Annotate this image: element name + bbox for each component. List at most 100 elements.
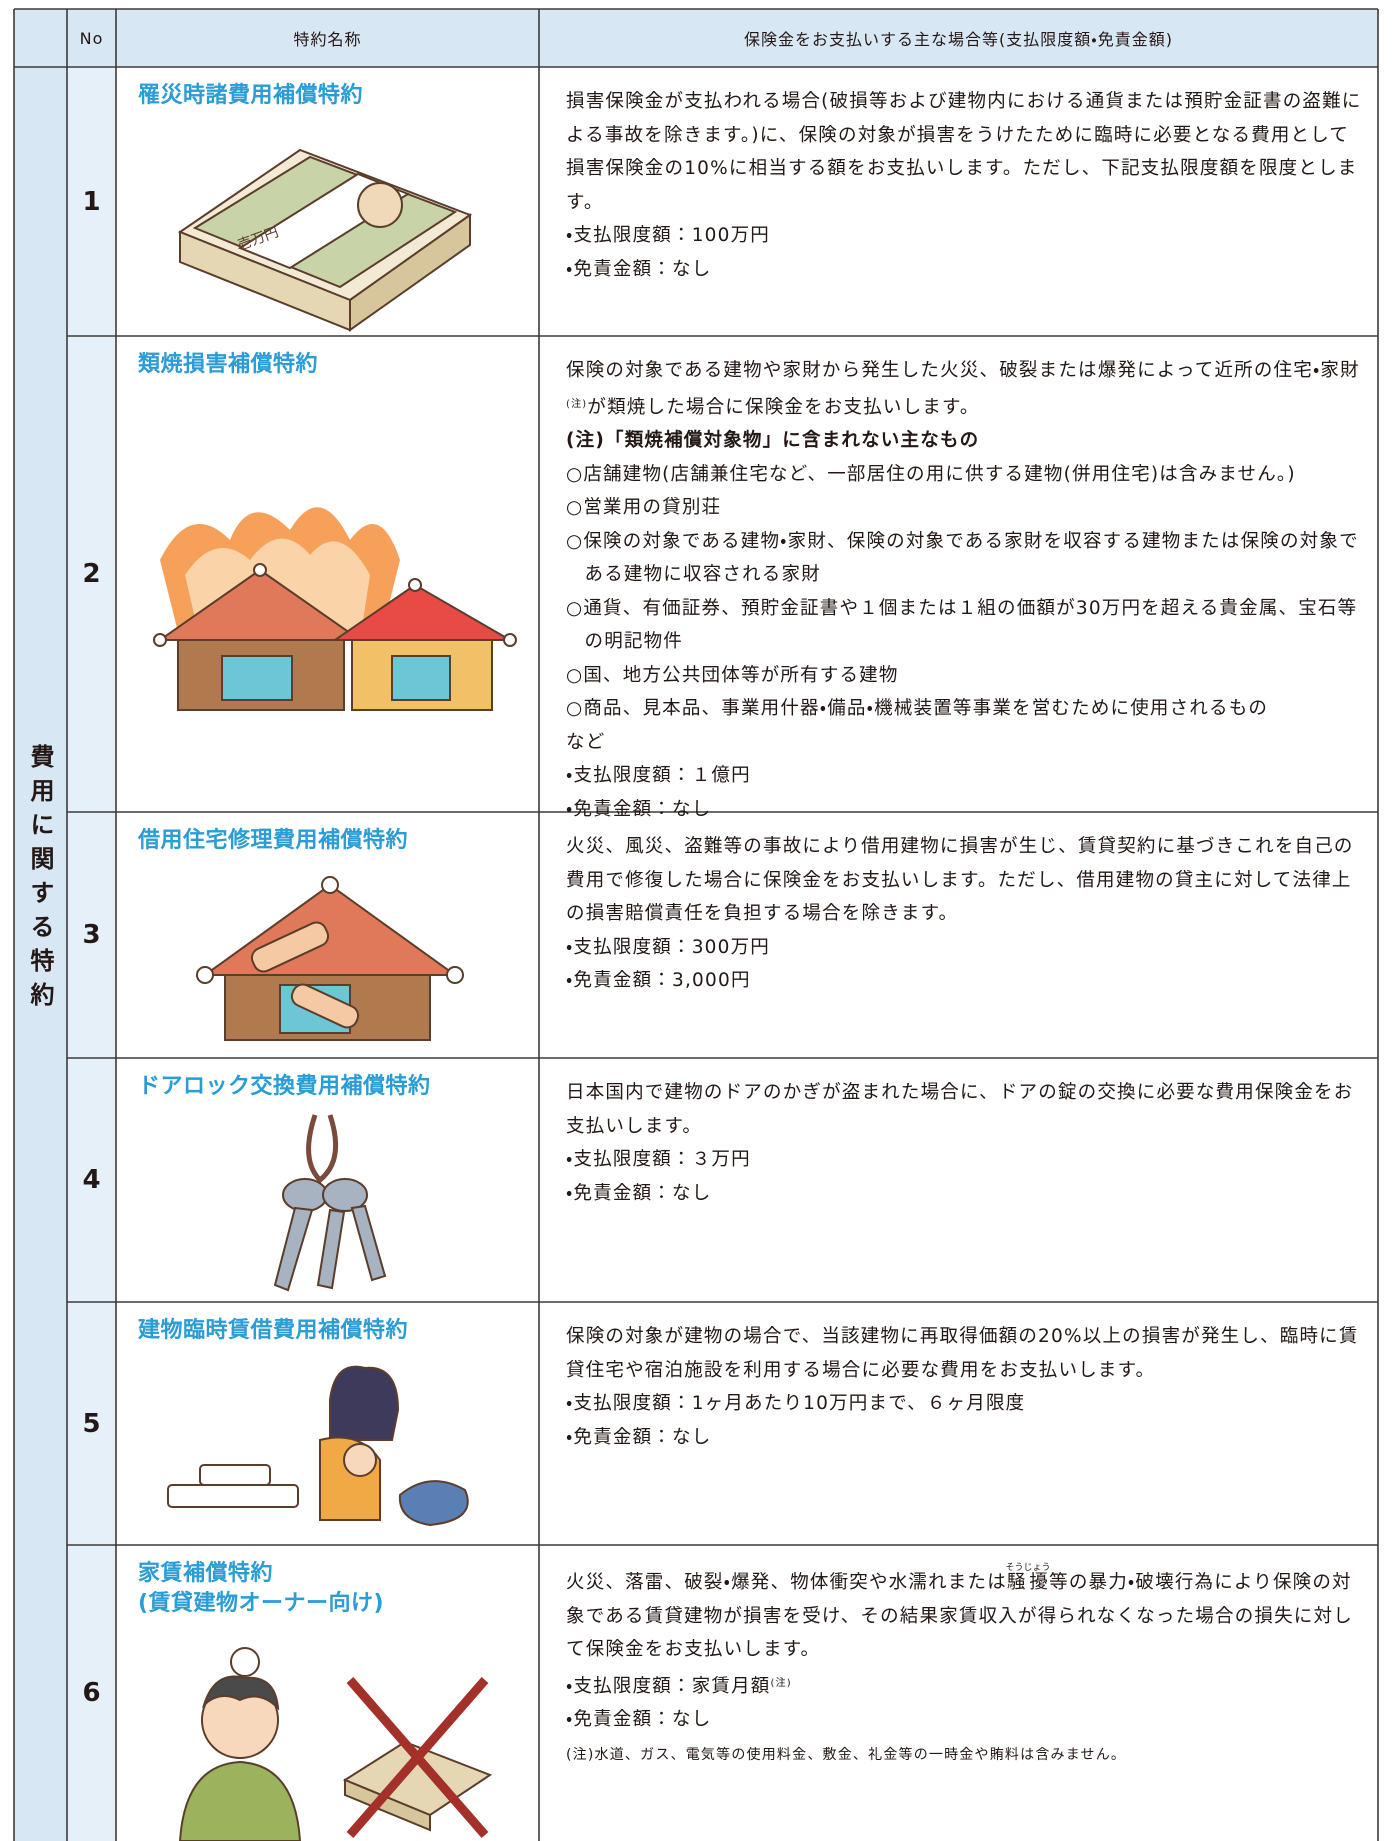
text: ・支払限度額：1ヶ月あたり10万円まで、６ヶ月限度 xyxy=(566,1393,1026,1414)
rider-name-line: ドアロック交換費用補償特約 xyxy=(138,1074,431,1099)
description-line: ○店舗建物(店舗兼住宅など、一部居住の用に供する建物(併用住宅)は含みません。) xyxy=(566,458,1366,492)
text: 日本国内で建物のドアのかぎが盗まれた場合に、ドアの錠の交換に必要な費用保険金をお… xyxy=(566,1082,1354,1137)
header-bg xyxy=(14,9,1378,67)
note-mark: (注) xyxy=(770,1677,792,1689)
rider-description: 火災、風災、盗難等の事故により借用建物に損害が生じ、賃貸契約に基づきこれを自己の… xyxy=(566,830,1366,998)
text: 保険の対象が建物の場合で、当該建物に再取得価額の20%以上の損害が発生し、臨時に… xyxy=(566,1326,1359,1381)
text: 保険の対象である建物や家財から発生した火災、破裂または爆発によって近所の住宅・家… xyxy=(566,360,1360,381)
note-mark: (注) xyxy=(566,398,588,410)
rider-name: 建物臨時賃借費用補償特約 xyxy=(138,1316,528,1346)
description-line: (注)水道、ガス、電気等の使用料金、敷金、礼金等の一時金や賄料は含みません。 xyxy=(566,1737,1366,1773)
description-line: ○商品、見本品、事業用什器・備品・機械装置等事業を営むために使用されるもの xyxy=(566,692,1366,726)
rider-name-line: 借用住宅修理費用補償特約 xyxy=(138,828,409,853)
bold-text: (注)「類焼補償対象物」に含まれない主なもの xyxy=(566,430,980,451)
text: ・支払限度額：１億円 xyxy=(566,765,751,786)
rider-name-line: (賃貸建物オーナー向け) xyxy=(138,1591,385,1616)
list-item: ○通貨、有価証券、預貯金証書や１個または１組の価額が30万円を超える貴金属、宝石… xyxy=(566,597,1358,653)
rider-description: 日本国内で建物のドアのかぎが盗まれた場合に、ドアの錠の交換に必要な費用保険金をお… xyxy=(566,1076,1366,1210)
description-line: 火災、風災、盗難等の事故により借用建物に損害が生じ、賃貸契約に基づきこれを自己の… xyxy=(566,830,1366,931)
description-line: ・支払限度額：300万円 xyxy=(566,931,1366,965)
row-number: 5 xyxy=(82,1408,101,1439)
text: ・免責金額：なし xyxy=(566,1426,712,1448)
description-line: など xyxy=(566,726,1366,760)
description-line: ・免責金額：なし xyxy=(566,1177,1366,1211)
list-item: ○国、地方公共団体等が所有する建物 xyxy=(566,664,899,686)
description-line: ○保険の対象である建物・家財、保険の対象である家財を収容する建物または保険の対象… xyxy=(566,525,1366,592)
text: 等の暴力・破壊行為により保険の対象である賃貸建物が損害を受け、その結果家賃収入が… xyxy=(566,1572,1353,1660)
description-line: ・支払限度額：１億円 xyxy=(566,759,1366,793)
rider-description: 損害保険金が支払われる場合(破損等および建物内における通貨または預貯金証書の盗難… xyxy=(566,85,1366,286)
rider-description: 保険の対象である建物や家財から発生した火災、破裂または爆発によって近所の住宅・家… xyxy=(566,354,1366,826)
description-line: ・支払限度額：100万円 xyxy=(566,219,1366,253)
header-name: 特約名称 xyxy=(293,30,362,49)
bandaged-house-illustration xyxy=(196,876,464,1041)
text: ・支払限度額：家賃月額 xyxy=(566,1675,771,1697)
text: ・免責金額：なし xyxy=(566,258,712,280)
text: ・免責金額：3,000円 xyxy=(566,970,751,991)
rider-name-line: 建物臨時賃借費用補償特約 xyxy=(138,1318,409,1343)
rider-name: 罹災時諸費用補償特約 xyxy=(138,81,528,111)
table-lines xyxy=(13,8,1379,1841)
rider-name: 類焼損害補償特約 xyxy=(138,350,528,380)
category-label: 費用に関する特約 xyxy=(26,744,54,1016)
row-number: 1 xyxy=(82,186,101,217)
fire-houses-illustration xyxy=(153,507,517,711)
description-line: ・免責金額：なし xyxy=(566,1421,1366,1455)
rider-description: 火災、落雷、破裂・爆発、物体衝突や水濡れまたは騒擾そうじょう等の暴力・破壊行為に… xyxy=(566,1563,1366,1772)
description-line: ・支払限度額：３万円 xyxy=(566,1143,1366,1177)
description-line: ○国、地方公共団体等が所有する建物 xyxy=(566,659,1366,693)
description-line: ・支払限度額：1ヶ月あたり10万円まで、６ヶ月限度 xyxy=(566,1387,1366,1421)
text: 火災、落雷、破裂・爆発、物体衝突や水濡れまたは xyxy=(566,1572,1007,1593)
rider-name: ドアロック交換費用補償特約 xyxy=(138,1072,528,1102)
rider-name: 借用住宅修理費用補償特約 xyxy=(138,826,528,856)
row-number: 4 xyxy=(82,1165,101,1195)
description-line: 火災、落雷、破裂・爆発、物体衝突や水濡れまたは騒擾そうじょう等の暴力・破壊行為に… xyxy=(566,1563,1366,1667)
description-line: ○通貨、有価証券、預貯金証書や１個または１組の価額が30万円を超える貴金属、宝石… xyxy=(566,592,1366,659)
ruby-reading: そうじょう xyxy=(1005,1563,1051,1573)
rider-name: 家賃補償特約 (賃貸建物オーナー向け) xyxy=(138,1559,528,1619)
row-number: 3 xyxy=(82,920,101,950)
text: ・支払限度額：３万円 xyxy=(566,1149,751,1170)
rider-description: 保険の対象が建物の場合で、当該建物に再取得価額の20%以上の損害が発生し、臨時に… xyxy=(566,1320,1366,1454)
text: ・免責金額：なし xyxy=(566,1182,712,1204)
description-line: ・免責金額：なし xyxy=(566,253,1366,287)
category-bg xyxy=(14,67,67,1841)
rider-name-line: 家賃補償特約 xyxy=(138,1561,274,1586)
ruby-text: 騒擾そうじょう xyxy=(1005,1563,1051,1593)
text: ・支払限度額：100万円 xyxy=(566,225,771,246)
description-line: 保険の対象が建物の場合で、当該建物に再取得価額の20%以上の損害が発生し、臨時に… xyxy=(566,1320,1366,1387)
description-line: ・免責金額：なし xyxy=(566,1703,1366,1737)
description-line: ・支払限度額：家賃月額(注) xyxy=(566,1667,1366,1704)
girl-illustration xyxy=(167,1365,469,1527)
rent-illustration xyxy=(178,1647,493,1841)
footnote: (注)水道、ガス、電気等の使用料金、敷金、礼金等の一時金や賄料は含みません。 xyxy=(566,1746,1127,1763)
rider-name-line: 罹災時諸費用補償特約 xyxy=(138,83,364,108)
list-item: ○営業用の貸別荘 xyxy=(566,497,722,518)
header-description: 保険金をお支払いする主な場合等(支払限度額・免責金額) xyxy=(744,30,1173,49)
ruby-base: 騒擾 xyxy=(1005,1572,1051,1593)
text: 損害保険金が支払われる場合(破損等および建物内における通貨または預貯金証書の盗難… xyxy=(566,91,1362,213)
description-line: 損害保険金が支払われる場合(破損等および建物内における通貨または預貯金証書の盗難… xyxy=(566,85,1366,219)
description-line: (注)「類焼補償対象物」に含まれない主なもの xyxy=(566,424,1366,458)
text: ・支払限度額：300万円 xyxy=(566,936,771,958)
row-number: 2 xyxy=(82,559,101,589)
list-item: ○保険の対象である建物・家財、保険の対象である家財を収容する建物または保険の対象… xyxy=(566,530,1359,586)
rider-name-line: 類焼損害補償特約 xyxy=(138,352,319,377)
list-item: など xyxy=(566,731,606,753)
keys-illustration xyxy=(273,1114,387,1292)
text: 火災、風災、盗難等の事故により借用建物に損害が生じ、賃貸契約に基づきこれを自己の… xyxy=(566,836,1354,924)
list-item: ○商品、見本品、事業用什器・備品・機械装置等事業を営むために使用されるもの xyxy=(566,698,1269,719)
header-no: No xyxy=(79,28,104,48)
description-line: 日本国内で建物のドアのかぎが盗まれた場合に、ドアの錠の交換に必要な費用保険金をお… xyxy=(566,1076,1366,1143)
description-line: ○営業用の貸別荘 xyxy=(566,491,1366,525)
text: ・免責金額：なし xyxy=(566,1709,712,1730)
description-line: ・免責金額：なし xyxy=(566,793,1366,827)
text: が類焼した場合に保険金をお支払いします。 xyxy=(587,396,980,418)
description-line: ・免責金額：3,000円 xyxy=(566,964,1366,998)
row-number: 6 xyxy=(82,1678,101,1708)
money-illustration: 壱万円 xyxy=(177,148,473,332)
description-line: 保険の対象である建物や家財から発生した火災、破裂または爆発によって近所の住宅・家… xyxy=(566,354,1366,424)
text: ・免責金額：なし xyxy=(566,798,712,820)
